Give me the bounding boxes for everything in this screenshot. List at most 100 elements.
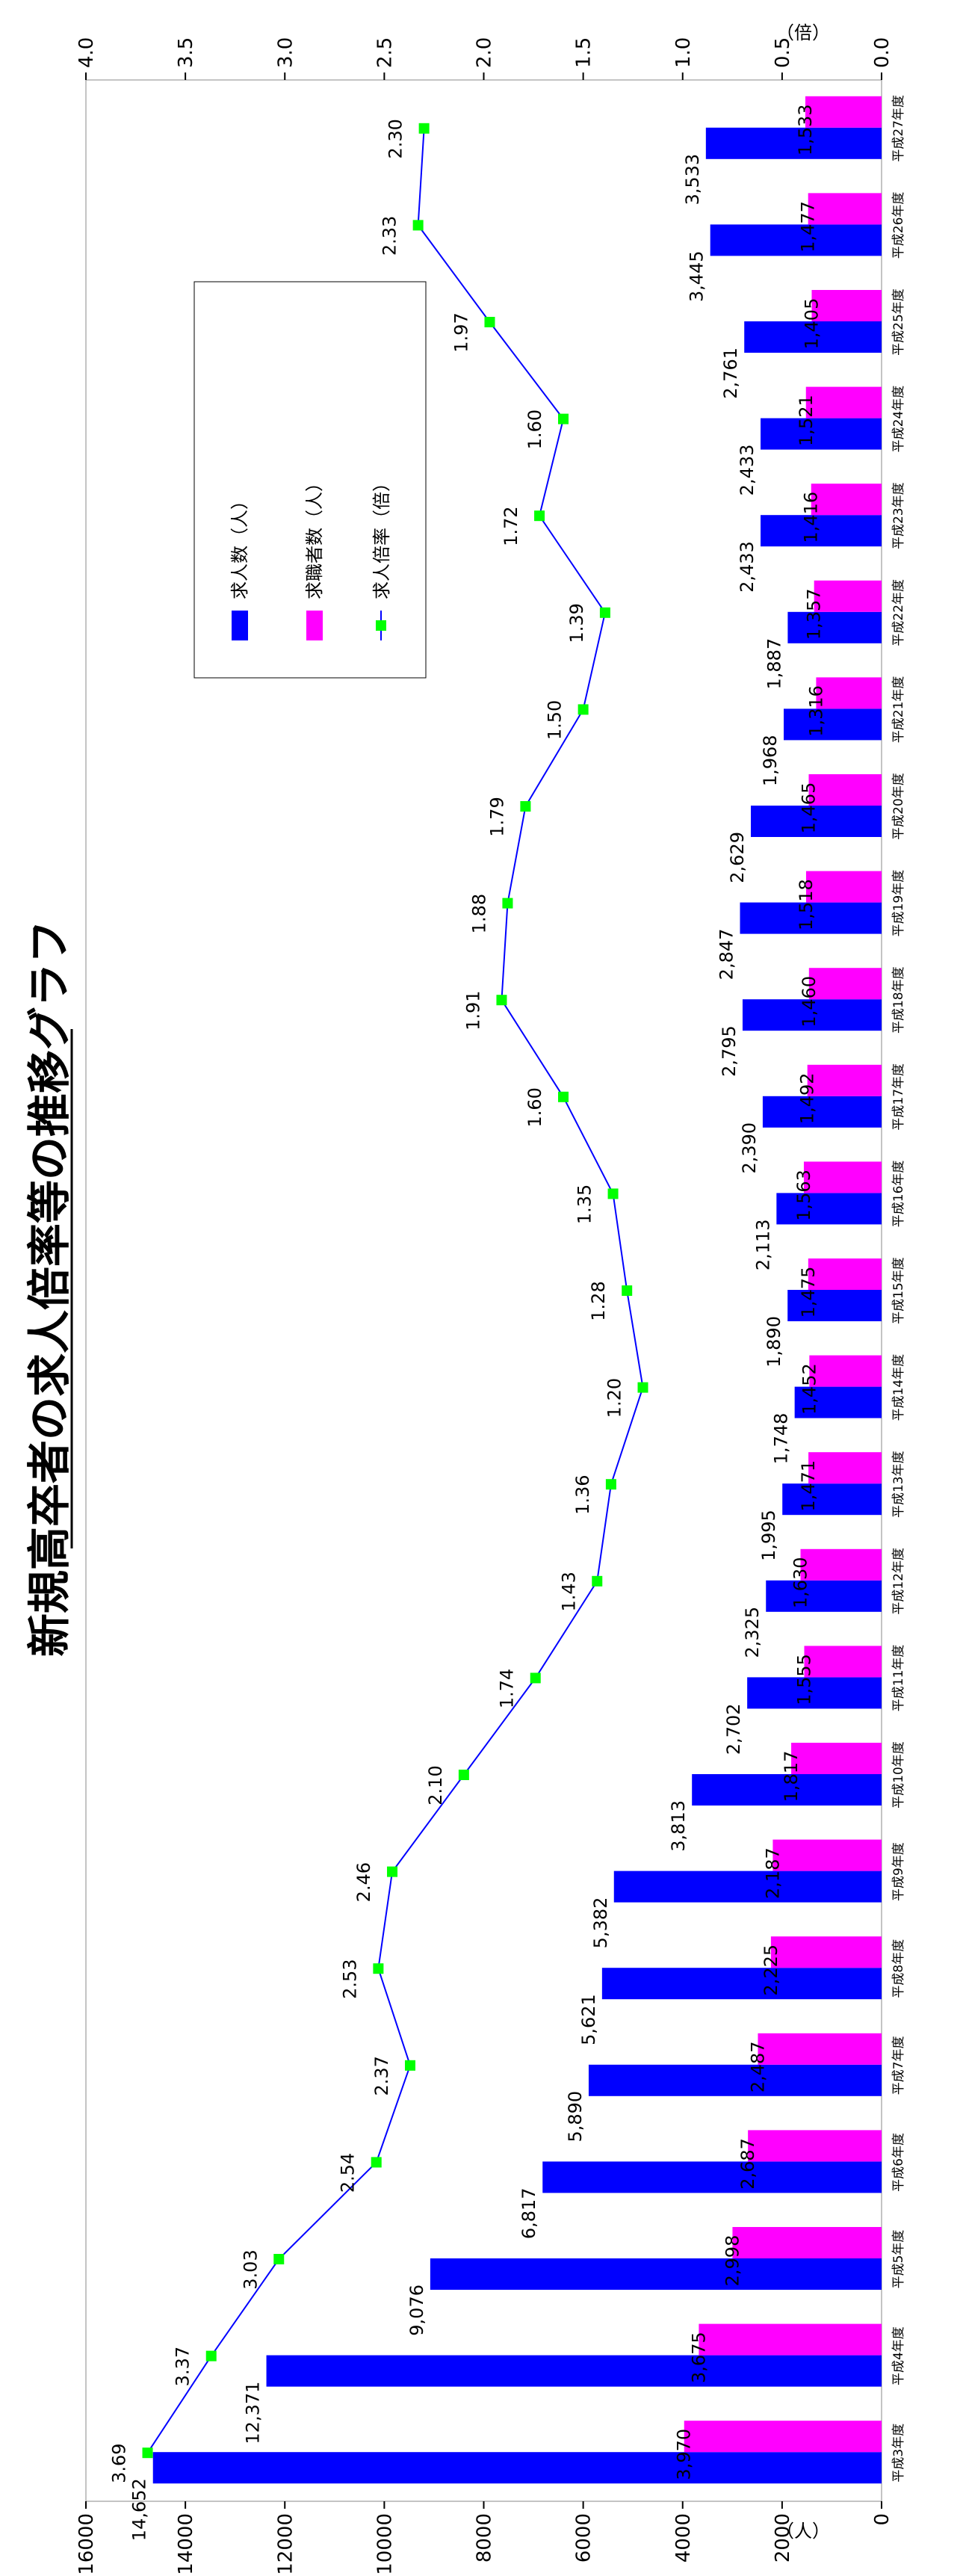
category-label: 平成16年度 <box>891 1161 906 1228</box>
bar-job-openings <box>430 2258 882 2290</box>
bar-label-job-openings: 2,702 <box>723 1703 744 1755</box>
right-axis-tick-label: 2.0 <box>474 37 496 68</box>
bar-label-job-openings: 14,652 <box>129 2478 150 2541</box>
bar-label-job-openings: 2,113 <box>752 1219 773 1270</box>
category-label: 平成9年度 <box>891 1842 906 1901</box>
bar-job-openings <box>742 999 882 1031</box>
right-axis-tick-label: 0.5 <box>772 37 794 68</box>
ratio-label: 1.43 <box>558 1572 579 1611</box>
ratio-label: 2.54 <box>338 2153 359 2193</box>
bar-label-job-seekers: 1,817 <box>781 1751 802 1803</box>
bar-job-seekers <box>814 580 882 612</box>
ratio-point <box>622 1285 633 1296</box>
bar-label-job-openings: 2,761 <box>720 348 741 399</box>
ratio-label: 1.97 <box>450 312 471 352</box>
bar-label-job-seekers: 1,533 <box>795 104 816 155</box>
category-label: 平成5年度 <box>891 2230 906 2289</box>
ratio-label: 2.46 <box>353 1862 374 1902</box>
ratio-point <box>205 2350 217 2362</box>
bar-label-job-seekers: 3,970 <box>674 2429 695 2480</box>
right-axis-tick-label: 2.5 <box>374 37 396 68</box>
bar-label-job-openings: 5,382 <box>590 1897 611 1949</box>
bar-job-seekers <box>811 484 882 516</box>
bar-job-seekers <box>808 968 882 1000</box>
bar-job-openings <box>747 1677 882 1709</box>
bar-job-openings <box>782 1483 882 1516</box>
bar-label-job-openings: 5,890 <box>565 2091 586 2143</box>
bar-job-seekers <box>758 2033 882 2065</box>
left-axis-tick-label: 8000 <box>474 2513 496 2563</box>
category-label: 平成18年度 <box>891 966 906 1034</box>
ratio-point <box>558 1091 569 1102</box>
ratio-point <box>371 2157 382 2168</box>
category-label: 平成25年度 <box>891 288 906 356</box>
bar-label-job-openings: 2,325 <box>742 1607 763 1658</box>
right-axis-tick-label: 3.0 <box>274 37 297 68</box>
bar-job-seekers <box>807 1064 882 1096</box>
category-label: 平成17年度 <box>891 1063 906 1131</box>
ratio-label: 1.36 <box>572 1474 593 1514</box>
ratio-label: 2.37 <box>371 2056 392 2095</box>
category-label: 平成20年度 <box>891 773 906 840</box>
bar-label-job-seekers: 1,465 <box>798 782 819 834</box>
ratio-point <box>418 123 430 134</box>
left-axis-tick-label: 14000 <box>175 2513 197 2575</box>
bar-label-job-seekers: 1,518 <box>796 879 817 930</box>
bar-job-seekers <box>791 1743 882 1774</box>
bar-label-job-seekers: 1,475 <box>798 1267 819 1318</box>
ratio-label: 1.79 <box>486 797 507 836</box>
ratio-label: 1.74 <box>497 1669 518 1708</box>
bar-job-openings <box>613 1871 882 1903</box>
category-label: 平成7年度 <box>891 2036 906 2095</box>
category-label: 平成4年度 <box>891 2326 906 2385</box>
ratio-label: 3.03 <box>240 2249 261 2289</box>
legend-marker-ratio <box>376 620 386 631</box>
bar-label-job-openings: 2,390 <box>739 1122 760 1174</box>
bar-job-openings <box>751 806 882 837</box>
category-label: 平成3年度 <box>891 2424 906 2483</box>
bar-job-openings <box>776 1193 882 1225</box>
right-axis-tick-label: 0.0 <box>871 37 894 68</box>
ratio-point <box>484 317 495 327</box>
bar-job-openings <box>740 902 882 934</box>
bar-job-seekers <box>804 1646 882 1678</box>
ratio-label: 1.91 <box>462 990 483 1030</box>
left-axis-tick-label: 4000 <box>672 2513 695 2563</box>
bar-job-seekers <box>803 1161 882 1193</box>
bar-job-seekers <box>811 290 882 321</box>
bar-label-job-seekers: 2,687 <box>737 2138 758 2190</box>
bar-job-seekers <box>805 386 882 418</box>
category-label: 平成22年度 <box>891 579 906 646</box>
bar-job-openings <box>266 2355 882 2387</box>
ratio-point <box>273 2254 285 2264</box>
bar-job-openings <box>601 1968 882 2000</box>
category-label: 平成12年度 <box>891 1548 906 1615</box>
right-axis-unit: （倍） <box>776 22 830 43</box>
left-axis-tick-label: 0 <box>871 2513 894 2526</box>
bar-job-seekers <box>748 2130 882 2162</box>
ratio-label: 1.88 <box>468 894 489 933</box>
bar-label-job-seekers: 1,492 <box>797 1072 818 1124</box>
bar-label-job-seekers: 2,225 <box>761 1945 781 1996</box>
ratio-label: 1.72 <box>501 506 521 546</box>
bar-job-seekers <box>805 871 882 903</box>
category-label: 平成6年度 <box>891 2133 906 2192</box>
bar-label-job-openings: 1,887 <box>764 638 784 690</box>
ratio-point <box>404 2060 415 2071</box>
bar-label-job-openings: 2,433 <box>737 445 758 496</box>
bar-label-job-seekers: 2,998 <box>722 2235 743 2287</box>
legend: 求人数（人） 求職者数（人） 求人倍率（倍） <box>193 281 427 679</box>
ratio-point <box>605 1479 616 1490</box>
ratio-label: 2.30 <box>385 119 406 158</box>
ratio-point <box>599 607 610 618</box>
bar-label-job-openings: 2,847 <box>716 929 737 980</box>
bar-job-seekers <box>732 2227 882 2258</box>
ratio-point <box>530 1672 541 1684</box>
category-label: 平成8年度 <box>891 1939 906 1998</box>
bar-label-job-openings: 1,968 <box>760 735 781 786</box>
bar-label-job-seekers: 2,187 <box>762 1847 783 1899</box>
ratio-point <box>458 1770 469 1780</box>
right-axis-tick-label: 1.0 <box>672 37 695 68</box>
bar-job-seekers <box>699 2323 882 2356</box>
bar-label-job-seekers: 3,675 <box>688 2332 709 2383</box>
